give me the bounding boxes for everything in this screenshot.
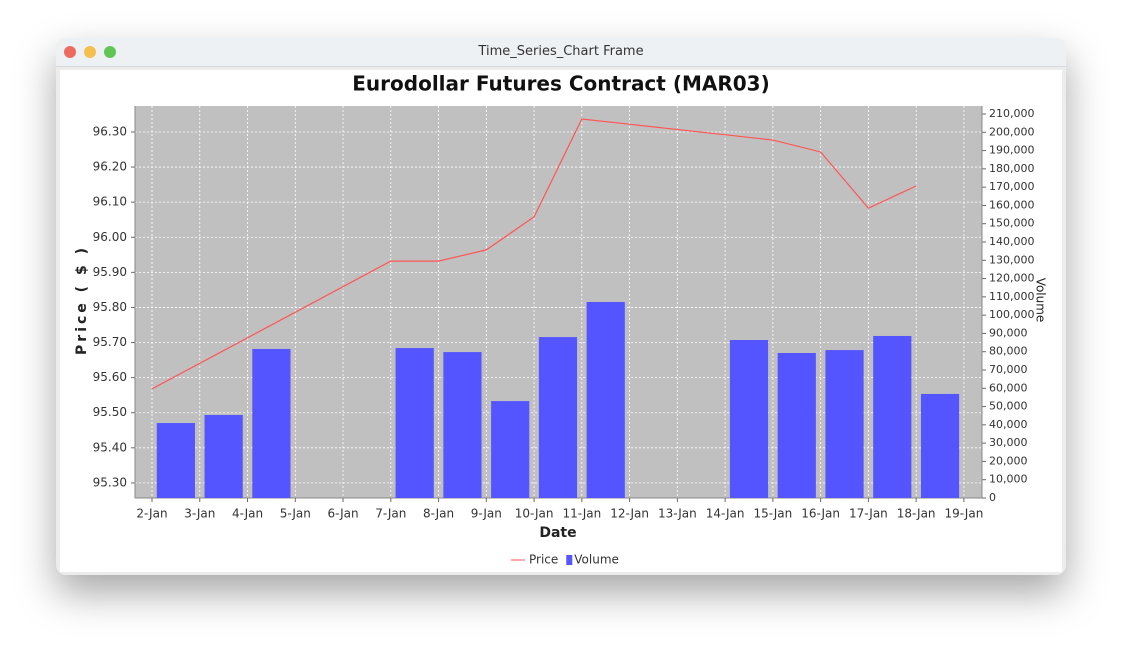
- x-tick-label: 13-Jan: [658, 507, 697, 521]
- y2-tick-label: 40,000: [989, 418, 1028, 431]
- y2-tick-label: 130,000: [989, 253, 1035, 266]
- legend-label: Price: [529, 553, 558, 567]
- x-axis-label: Date: [539, 525, 576, 541]
- y2-tick-label: 110,000: [989, 290, 1035, 303]
- x-tick-label: 15-Jan: [753, 507, 792, 521]
- x-tick-label: 2-Jan: [136, 507, 167, 521]
- bar: [873, 335, 912, 498]
- y2-tick-label: 160,000: [989, 198, 1035, 211]
- y2-tick-label: 140,000: [989, 235, 1035, 248]
- x-tick-label: 10-Jan: [515, 507, 554, 521]
- y-axis-label: Price ( $ ): [74, 245, 90, 355]
- y-tick-label: 95.40: [93, 440, 127, 454]
- bar: [777, 352, 816, 498]
- x-tick-label: 16-Jan: [801, 507, 840, 521]
- y-tick-label: 96.00: [93, 230, 127, 244]
- price-line: [151, 118, 917, 390]
- y2-tick-label: 120,000: [989, 272, 1035, 285]
- y2-tick-label: 200,000: [989, 125, 1035, 138]
- bar: [395, 348, 434, 498]
- y2-tick-label: 210,000: [989, 107, 1035, 120]
- y2-tick-label: 170,000: [989, 180, 1035, 193]
- y2-tick-label: 180,000: [989, 162, 1035, 175]
- y2-tick-label: 80,000: [989, 345, 1028, 358]
- y-tick-label: 96.10: [93, 195, 127, 209]
- y-tick-label: 95.70: [93, 335, 127, 349]
- x-tick-label: 8-Jan: [423, 507, 454, 521]
- y2-tick-label: 50,000: [989, 400, 1028, 413]
- x-tick-label: 11-Jan: [562, 507, 601, 521]
- y-tick-label: 96.30: [93, 124, 127, 138]
- y2-tick-label: 10,000: [989, 473, 1028, 486]
- zoom-button[interactable]: [104, 46, 116, 58]
- y-tick-label: 95.80: [93, 300, 127, 314]
- bar: [491, 401, 530, 498]
- bar: [156, 423, 195, 498]
- y2-tick-label: 30,000: [989, 436, 1028, 449]
- x-tick-label: 9-Jan: [471, 507, 502, 521]
- title-bar: Time_Series_Chart Frame: [56, 38, 1066, 67]
- legend-label: Volume: [574, 553, 619, 567]
- window-title: Time_Series_Chart Frame: [478, 44, 644, 59]
- x-tick-label: 12-Jan: [610, 507, 649, 521]
- x-tick-label: 17-Jan: [849, 507, 888, 521]
- bar: [920, 393, 960, 498]
- bar: [729, 340, 769, 498]
- bar: [825, 350, 864, 498]
- y2-axis-label: Volume: [1034, 278, 1048, 323]
- minimize-button[interactable]: [84, 46, 96, 58]
- chart-title: Eurodollar Futures Contract (MAR03): [352, 72, 769, 96]
- y2-tick-label: 100,000: [989, 308, 1035, 321]
- y-tick-label: 95.60: [93, 370, 127, 384]
- y-tick-label: 95.50: [93, 405, 127, 419]
- y-tick-label: 95.30: [93, 475, 127, 489]
- x-tick-label: 6-Jan: [327, 507, 358, 521]
- y-tick-label: 96.20: [93, 160, 127, 174]
- y2-tick-label: 150,000: [989, 217, 1035, 230]
- x-tick-label: 19-Jan: [945, 507, 984, 521]
- x-tick-label: 7-Jan: [375, 507, 406, 521]
- y-tick-label: 95.90: [93, 265, 127, 279]
- bar: [252, 348, 291, 498]
- legend-swatch: [566, 555, 573, 565]
- bar: [586, 301, 625, 498]
- y2-tick-label: 90,000: [989, 326, 1028, 339]
- x-tick-label: 4-Jan: [232, 507, 263, 521]
- y2-tick-label: 70,000: [989, 363, 1028, 376]
- y2-tick-label: 190,000: [989, 144, 1035, 157]
- x-tick-label: 3-Jan: [184, 507, 215, 521]
- bar: [443, 352, 482, 498]
- x-tick-label: 14-Jan: [706, 507, 745, 521]
- y2-tick-label: 60,000: [989, 381, 1028, 394]
- x-tick-label: 18-Jan: [897, 507, 936, 521]
- bar: [204, 414, 243, 498]
- close-button[interactable]: [64, 46, 76, 58]
- y2-tick-label: 0: [989, 491, 996, 504]
- y2-tick-label: 20,000: [989, 454, 1028, 467]
- bar: [538, 337, 578, 498]
- x-tick-label: 5-Jan: [280, 507, 311, 521]
